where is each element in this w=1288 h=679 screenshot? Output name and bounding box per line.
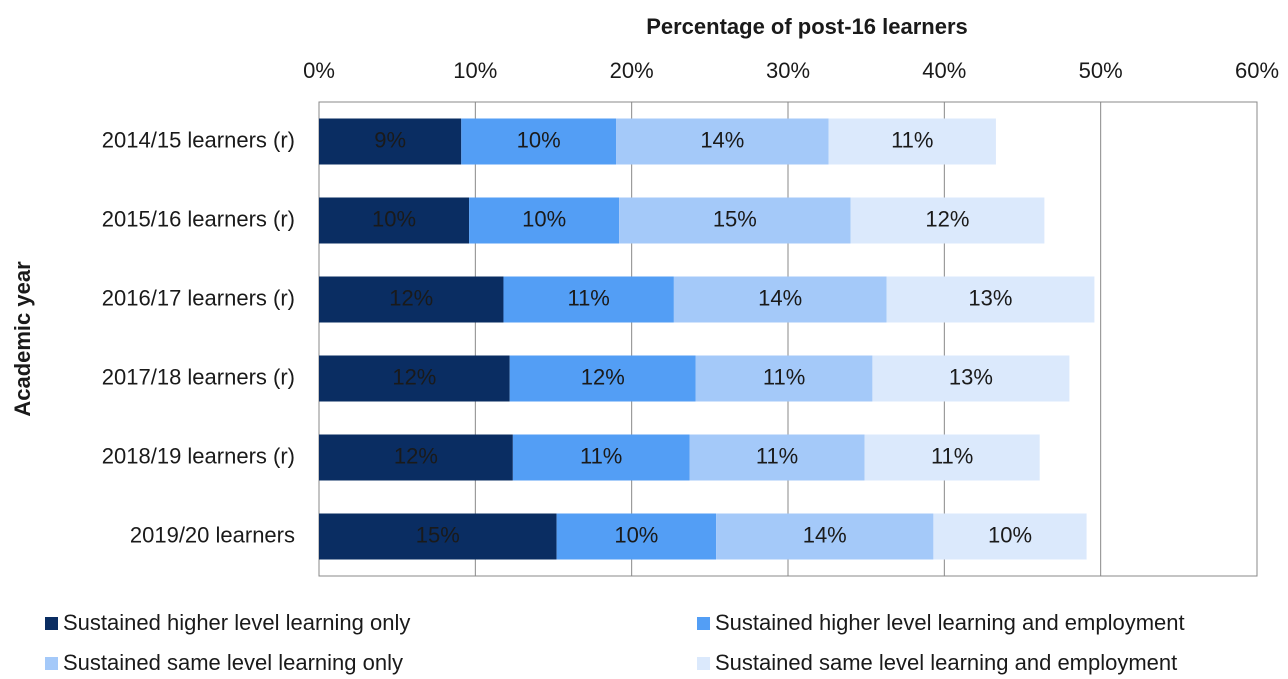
bar-segment bbox=[503, 276, 674, 323]
data-label: 12% bbox=[581, 364, 625, 389]
data-label: 10% bbox=[517, 127, 561, 152]
legend-label: Sustained higher level learning and empl… bbox=[715, 610, 1185, 635]
bar-segment bbox=[886, 276, 1095, 323]
bar-segment bbox=[556, 513, 717, 560]
legend-swatch bbox=[45, 617, 58, 630]
y-tick-label: 2017/18 learners (r) bbox=[102, 364, 295, 389]
bar-segment bbox=[319, 513, 557, 560]
bar-segment bbox=[509, 355, 696, 402]
bar-segment bbox=[619, 197, 851, 244]
data-label: 10% bbox=[522, 206, 566, 231]
bar-segment bbox=[461, 118, 617, 165]
y-tick-label: 2019/20 learners bbox=[130, 522, 295, 547]
bar-segment bbox=[319, 197, 470, 244]
legend-label: Sustained higher level learning only bbox=[63, 610, 410, 635]
data-label: 9% bbox=[374, 127, 406, 152]
bar-segment bbox=[512, 434, 690, 481]
data-label: 15% bbox=[713, 206, 757, 231]
data-label: 10% bbox=[614, 522, 658, 547]
legend-swatch bbox=[697, 617, 710, 630]
x-tick-label: 30% bbox=[766, 58, 810, 83]
x-axis-title: Percentage of post-16 learners bbox=[646, 14, 968, 39]
data-label: 13% bbox=[968, 285, 1012, 310]
x-tick-label: 40% bbox=[922, 58, 966, 83]
legend-swatch bbox=[697, 657, 710, 670]
x-tick-label: 60% bbox=[1235, 58, 1279, 83]
x-tick-label: 10% bbox=[453, 58, 497, 83]
data-label: 15% bbox=[416, 522, 460, 547]
y-axis-title: Academic year bbox=[10, 261, 35, 417]
data-label: 14% bbox=[700, 127, 744, 152]
data-label: 12% bbox=[389, 285, 433, 310]
bar-segment bbox=[864, 434, 1040, 481]
bar-segment bbox=[673, 276, 887, 323]
bar-segment bbox=[469, 197, 620, 244]
bar-segment bbox=[872, 355, 1070, 402]
y-tick-label: 2014/15 learners (r) bbox=[102, 127, 295, 152]
bar-segment bbox=[933, 513, 1087, 560]
bar-segment bbox=[828, 118, 996, 165]
data-label: 11% bbox=[931, 443, 973, 468]
data-label: 14% bbox=[803, 522, 847, 547]
data-label: 11% bbox=[580, 443, 622, 468]
y-tick-label: 2015/16 learners (r) bbox=[102, 206, 295, 231]
data-label: 11% bbox=[756, 443, 798, 468]
bar-segment bbox=[689, 434, 865, 481]
legend-label: Sustained same level learning only bbox=[63, 650, 403, 675]
data-label: 14% bbox=[758, 285, 802, 310]
data-label: 11% bbox=[891, 127, 933, 152]
x-tick-label: 50% bbox=[1079, 58, 1123, 83]
bar-segment bbox=[716, 513, 934, 560]
bar-segment bbox=[319, 276, 504, 323]
legend-label: Sustained same level learning and employ… bbox=[715, 650, 1177, 675]
data-label: 12% bbox=[392, 364, 436, 389]
bar-segment bbox=[616, 118, 829, 165]
bar-segment bbox=[319, 434, 513, 481]
legend-swatch bbox=[45, 657, 58, 670]
bar-segment bbox=[695, 355, 873, 402]
bar-segment bbox=[850, 197, 1045, 244]
x-tick-label: 0% bbox=[303, 58, 335, 83]
data-label: 10% bbox=[372, 206, 416, 231]
y-tick-label: 2016/17 learners (r) bbox=[102, 285, 295, 310]
data-label: 12% bbox=[925, 206, 969, 231]
data-label: 11% bbox=[763, 364, 805, 389]
data-label: 13% bbox=[949, 364, 993, 389]
x-tick-label: 20% bbox=[610, 58, 654, 83]
y-tick-label: 2018/19 learners (r) bbox=[102, 443, 295, 468]
bar-segment bbox=[319, 355, 510, 402]
data-label: 11% bbox=[567, 285, 609, 310]
data-label: 10% bbox=[988, 522, 1032, 547]
bar-segment bbox=[319, 118, 462, 165]
data-label: 12% bbox=[394, 443, 438, 468]
